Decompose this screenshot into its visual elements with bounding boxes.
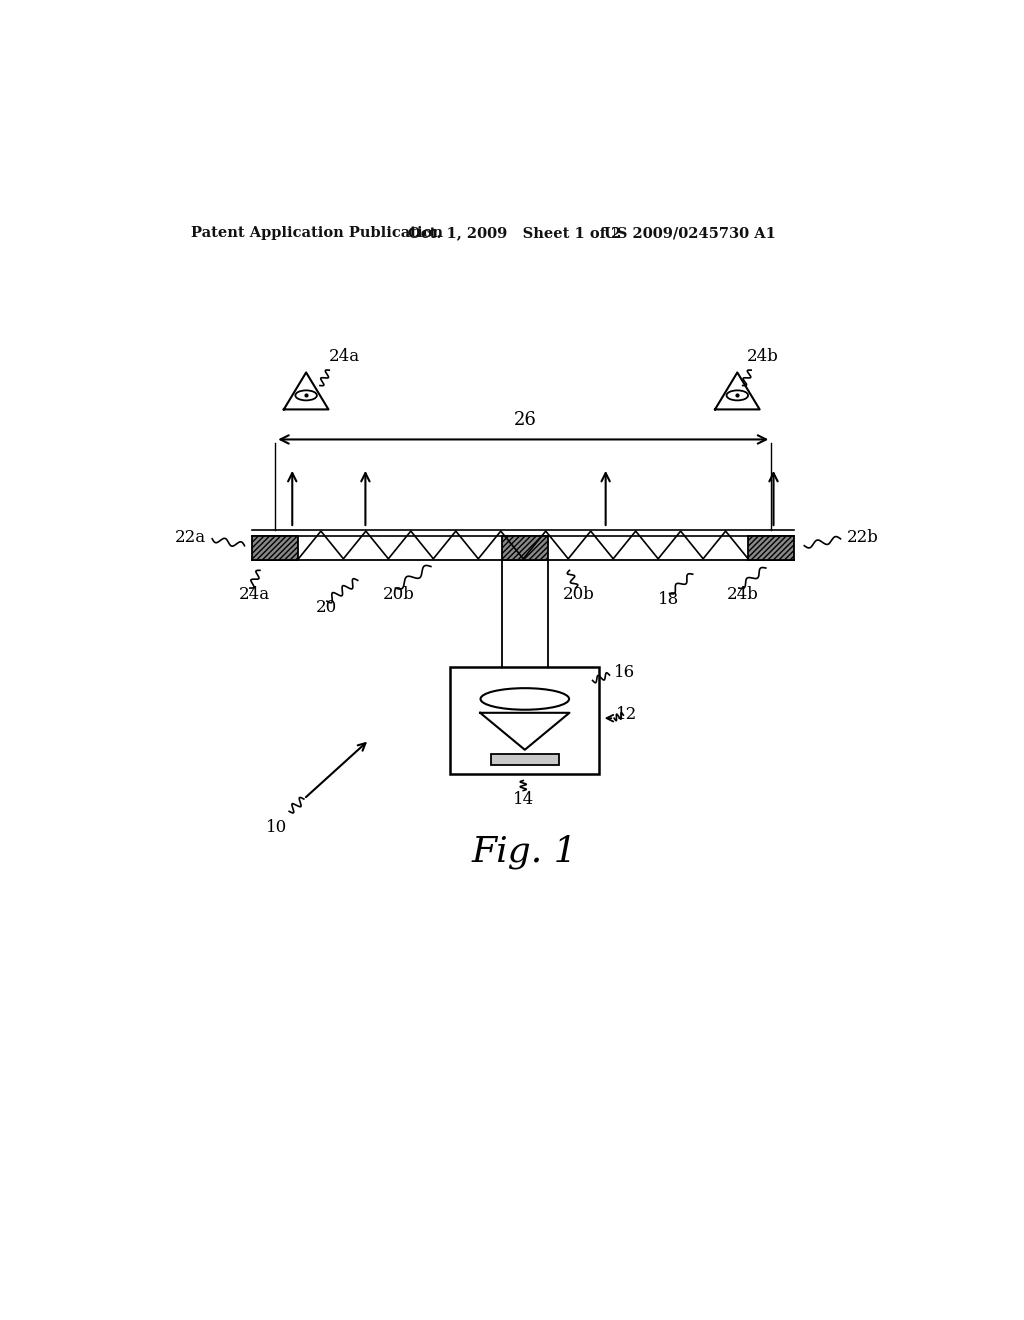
Text: 24a: 24a (330, 347, 360, 364)
Ellipse shape (480, 688, 569, 710)
Text: 24b: 24b (727, 586, 759, 603)
Bar (749, 536, 795, 561)
Bar (252, 536, 298, 561)
Bar (252, 536, 298, 561)
Text: 26: 26 (513, 411, 537, 429)
Bar (451, 667, 599, 775)
Bar (502, 536, 548, 561)
Text: Oct. 1, 2009   Sheet 1 of 2: Oct. 1, 2009 Sheet 1 of 2 (408, 226, 622, 240)
Text: Patent Application Publication: Patent Application Publication (190, 226, 442, 240)
Bar (490, 755, 559, 766)
Text: 24b: 24b (746, 347, 778, 364)
Bar (502, 536, 548, 561)
Text: 22b: 22b (847, 529, 879, 545)
Text: US 2009/0245730 A1: US 2009/0245730 A1 (604, 226, 776, 240)
Text: 12: 12 (615, 706, 637, 723)
Text: 22a: 22a (175, 529, 206, 545)
Text: 10: 10 (266, 818, 288, 836)
Text: 14: 14 (513, 792, 534, 808)
Text: Fig. 1: Fig. 1 (472, 834, 578, 869)
Ellipse shape (295, 391, 316, 400)
Ellipse shape (727, 391, 749, 400)
Text: 24a: 24a (239, 586, 269, 603)
Bar (749, 536, 795, 561)
Text: 16: 16 (614, 664, 635, 681)
Text: 18: 18 (658, 591, 679, 609)
Text: 20b: 20b (383, 586, 415, 603)
Text: 20: 20 (315, 599, 337, 616)
Text: 20b: 20b (563, 586, 595, 603)
